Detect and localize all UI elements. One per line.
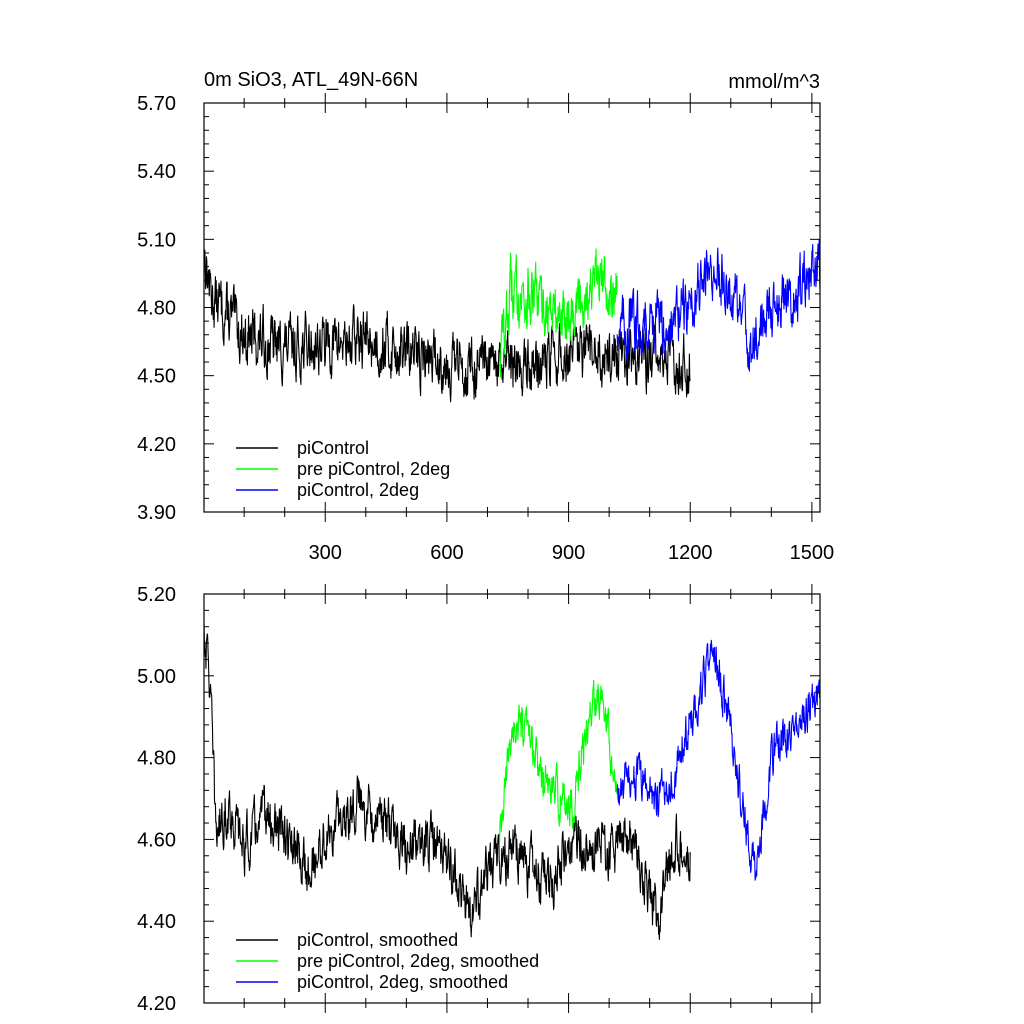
chart-title: 0m SiO3, ATL_49N-66N [204, 69, 418, 91]
series-line [616, 239, 821, 372]
y-tick-label: 4.60 [137, 829, 176, 851]
series-layer [203, 239, 821, 403]
y-tick-label: 4.40 [137, 911, 176, 933]
y-tick-label: 5.00 [137, 666, 176, 688]
top-panel: 0m SiO3, ATL_49N-66N mmol/m^3 3.90 4.20 4.… [137, 69, 834, 564]
legend-label: pre piControl, 2deg [297, 459, 450, 479]
legend-label: piControl, 2deg, smoothed [297, 972, 508, 992]
y-tick-label: 4.20 [137, 434, 176, 456]
plot-frame [203, 593, 821, 1004]
series-line [203, 249, 691, 403]
y-tick-label: 4.20 [137, 993, 176, 1015]
y-tick-label: 5.70 [137, 93, 176, 115]
x-tick-label: 1200 [668, 542, 713, 564]
x-tick-label: 1500 [790, 542, 835, 564]
y-tick-label: 4.80 [137, 748, 176, 770]
y-tick-label: 5.20 [137, 584, 176, 606]
x-tick-label: 300 [309, 542, 342, 564]
y-tick-label: 4.50 [137, 366, 176, 388]
legend-label: pre piControl, 2deg, smoothed [297, 951, 539, 971]
series-line [203, 622, 691, 941]
series-line [616, 639, 821, 881]
y-tick-label: 4.80 [137, 298, 176, 320]
x-tick-label: 600 [430, 542, 463, 564]
series-line [499, 248, 618, 378]
axis-layer: 4.20 4.40 4.60 4.80 5.00 5.20 [137, 584, 820, 1015]
series-layer [203, 622, 821, 941]
legend-label: piControl, 2deg [297, 480, 419, 500]
axis-layer: 3.90 4.20 4.50 4.80 5.10 5.40 5.70 300 600 900 120… [137, 93, 834, 564]
x-tick-label: 900 [552, 542, 585, 564]
y-tick-label: 3.90 [137, 502, 176, 524]
legend-label: piControl [297, 438, 369, 458]
legend-label: piControl, smoothed [297, 930, 458, 950]
units-label: mmol/m^3 [728, 71, 820, 93]
bottom-panel: 4.20 4.40 4.60 4.80 5.00 5.20 piControl, smoo… [137, 584, 821, 1015]
y-tick-label: 5.10 [137, 229, 176, 251]
series-line [499, 679, 618, 842]
y-tick-label: 5.40 [137, 161, 176, 183]
